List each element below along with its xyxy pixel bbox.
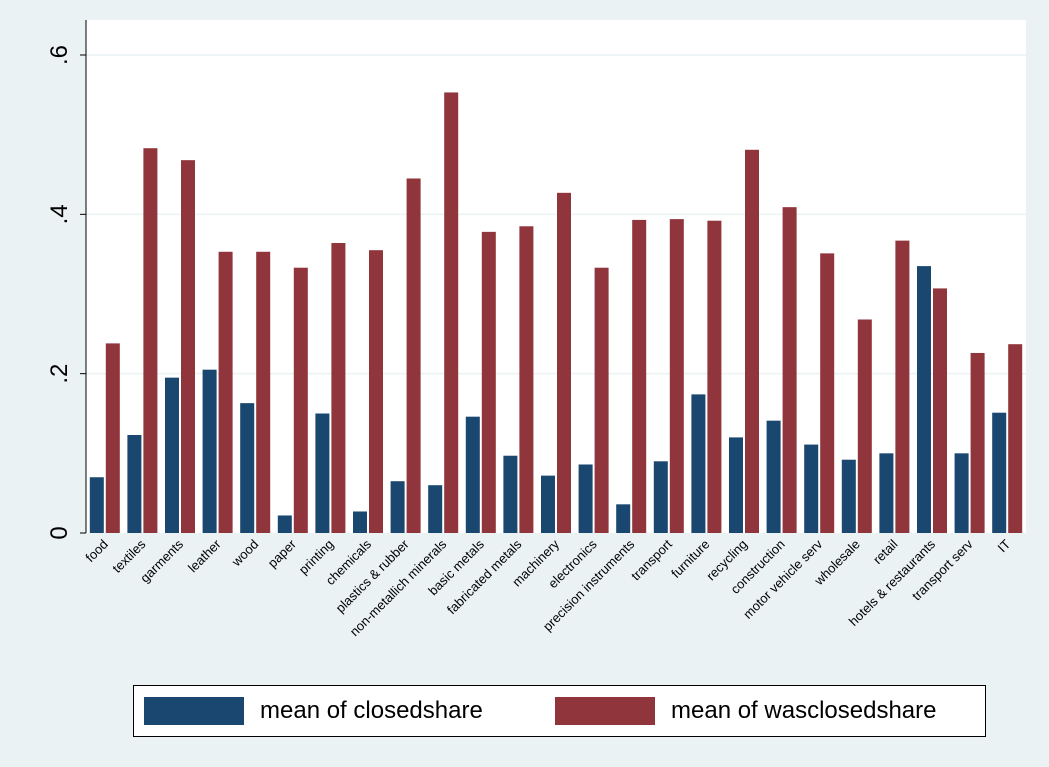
bar-closedshare — [465, 416, 480, 533]
bar-wasclosedshare — [181, 160, 195, 533]
bar-closedshare — [428, 485, 443, 533]
legend-swatch-closedshare — [144, 697, 244, 725]
x-tick-label: paper — [265, 536, 300, 571]
bar-closedshare — [240, 403, 255, 533]
bar-wasclosedshare — [256, 251, 271, 533]
bar-wasclosedshare — [105, 343, 120, 533]
legend-swatch-wasclosedshare — [555, 697, 655, 725]
legend-label-closedshare: mean of closedshare — [260, 697, 483, 724]
legend-label-wasclosedshare: mean of wasclosedshare — [671, 697, 937, 724]
bar-wasclosedshare — [369, 250, 383, 533]
bar-closedshare — [616, 504, 631, 533]
bar-closedshare — [541, 475, 555, 533]
bar-closedshare — [277, 515, 292, 533]
y-tick-label: 0 — [46, 526, 73, 539]
x-tick-label: transport — [628, 536, 675, 583]
y-tick-label: .2 — [46, 364, 73, 384]
bar-closedshare — [841, 459, 856, 533]
x-tick-label: IT — [995, 536, 1014, 555]
bar-closedshare — [165, 377, 179, 533]
bar-closedshare — [766, 420, 781, 533]
bar-closedshare — [954, 453, 969, 533]
bar-wasclosedshare — [519, 226, 534, 534]
bar-wasclosedshare — [669, 219, 684, 533]
bar-wasclosedshare — [557, 192, 571, 533]
bar-wasclosedshare — [444, 92, 459, 534]
bar-closedshare — [202, 369, 217, 533]
legend-item-closedshare: mean of closedshare — [144, 696, 483, 726]
bar-wasclosedshare — [707, 220, 722, 533]
bar-wasclosedshare — [820, 253, 835, 533]
bar-wasclosedshare — [857, 319, 872, 533]
bar-wasclosedshare — [745, 149, 759, 533]
legend: mean of closedshare mean of wasclosedsha… — [133, 685, 986, 737]
bar-wasclosedshare — [895, 240, 910, 533]
bar-closedshare — [390, 481, 405, 533]
bar-closedshare — [917, 266, 931, 533]
bar-wasclosedshare — [1008, 344, 1023, 533]
bar-wasclosedshare — [406, 178, 421, 533]
bar-closedshare — [992, 412, 1007, 533]
bar-wasclosedshare — [293, 267, 308, 533]
bar-wasclosedshare — [331, 243, 346, 533]
x-tick-label: wood — [228, 537, 261, 570]
bar-wasclosedshare — [632, 219, 647, 533]
bar-wasclosedshare — [933, 288, 947, 533]
bar-wasclosedshare — [218, 251, 233, 533]
x-tick-label: retail — [870, 536, 901, 567]
bar-wasclosedshare — [782, 207, 797, 533]
bar-closedshare — [691, 394, 706, 533]
bar-closedshare — [879, 453, 894, 533]
y-tick-label: .6 — [46, 45, 73, 65]
bar-wasclosedshare — [143, 148, 158, 533]
bar-wasclosedshare — [970, 352, 985, 533]
bar-closedshare — [804, 444, 819, 533]
bar-closedshare — [578, 464, 593, 533]
x-tick-label: food — [82, 537, 111, 566]
bar-wasclosedshare — [481, 231, 496, 534]
legend-item-wasclosedshare: mean of wasclosedshare — [555, 696, 936, 726]
bar-wasclosedshare — [594, 267, 609, 533]
y-tick-label: .4 — [46, 204, 73, 224]
bar-closedshare — [127, 435, 142, 533]
bar-closedshare — [503, 455, 518, 533]
bar-closedshare — [653, 461, 668, 533]
bar-closedshare — [89, 477, 104, 533]
x-tick-label: leather — [185, 536, 224, 575]
bar-closedshare — [315, 413, 330, 533]
bar-closedshare — [353, 511, 367, 533]
bar-closedshare — [729, 437, 743, 533]
